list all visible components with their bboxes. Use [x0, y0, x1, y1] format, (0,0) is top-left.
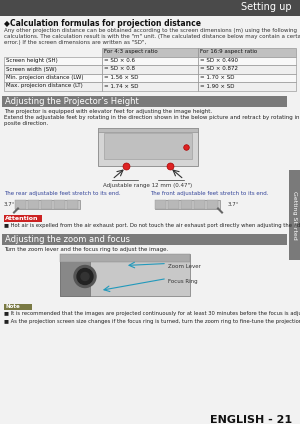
Text: = SD × 0.490: = SD × 0.490 [200, 58, 238, 63]
Text: Adjustable range 12 mm (0.47"): Adjustable range 12 mm (0.47") [103, 184, 193, 189]
Bar [155, 200, 220, 209]
Text: error.) If the screen dimensions are written as "SD",: error.) If the screen dimensions are wri… [4, 40, 146, 45]
Bar [198, 48, 296, 56]
Text: ENGLISH - 21: ENGLISH - 21 [210, 415, 292, 424]
Bar [207, 200, 218, 209]
Bar [2, 95, 287, 106]
Text: Attention: Attention [5, 215, 38, 220]
Bar [67, 200, 78, 209]
Text: Setting up: Setting up [242, 2, 292, 12]
Bar [155, 200, 166, 209]
Text: = 1.56 × SD: = 1.56 × SD [104, 75, 139, 80]
Bar [4, 82, 102, 90]
Text: = 1.70 × SD: = 1.70 × SD [200, 75, 235, 80]
Circle shape [74, 265, 96, 287]
Text: The projector is equipped with elevator feet for adjusting the image height.: The projector is equipped with elevator … [4, 109, 212, 114]
Text: = SD × 0.872: = SD × 0.872 [200, 67, 238, 72]
Text: Screen height (SH): Screen height (SH) [6, 58, 58, 63]
Text: For 16:9 aspect ratio: For 16:9 aspect ratio [200, 50, 257, 55]
Text: = 1.74 × SD: = 1.74 × SD [104, 84, 139, 89]
Bar [198, 56, 296, 65]
Text: = 1.90 × SD: = 1.90 × SD [200, 84, 235, 89]
Text: The rear adjustable feet stretch to its end.: The rear adjustable feet stretch to its … [4, 192, 121, 196]
Text: Zoom Lever: Zoom Lever [168, 263, 201, 268]
Bar [15, 200, 26, 209]
Bar [98, 128, 198, 165]
Bar [2, 234, 287, 245]
Bar [4, 65, 102, 73]
Bar [102, 48, 198, 56]
Text: Note: Note [5, 304, 20, 310]
Bar [102, 73, 198, 82]
Text: = SD × 0.6: = SD × 0.6 [104, 58, 135, 63]
Bar [181, 200, 192, 209]
Bar [4, 304, 32, 310]
Text: Calculation formulas for projection distance: Calculation formulas for projection dist… [10, 19, 201, 28]
Bar [41, 200, 52, 209]
Bar [198, 65, 296, 73]
Bar [98, 128, 198, 131]
Bar [198, 82, 296, 90]
Circle shape [81, 273, 89, 281]
Text: Adjusting the zoom and focus: Adjusting the zoom and focus [5, 235, 130, 244]
Bar [60, 254, 90, 296]
Bar [28, 200, 39, 209]
Bar [104, 132, 192, 159]
Bar [289, 170, 300, 260]
Text: Extend the adjustable feet by rotating in the direction shown in the below pictu: Extend the adjustable feet by rotating i… [4, 114, 300, 120]
Text: calculations. The calculation result is with the "m" unit. (The calculated dista: calculations. The calculation result is … [4, 34, 300, 39]
Bar [198, 73, 296, 82]
Bar [15, 200, 80, 209]
Text: Focus Ring: Focus Ring [168, 279, 198, 284]
Text: ■ It is recommended that the images are projected continuously for at least 30 m: ■ It is recommended that the images are … [4, 312, 300, 316]
Bar [4, 56, 102, 65]
Bar [102, 65, 198, 73]
Text: Max. projecion distance (LT): Max. projecion distance (LT) [6, 84, 83, 89]
Bar [4, 215, 42, 221]
Text: Screen width (SW): Screen width (SW) [6, 67, 57, 72]
Text: Adjusting the Projector’s Height: Adjusting the Projector’s Height [5, 97, 139, 106]
Text: For 4:3 aspect ratio: For 4:3 aspect ratio [104, 50, 158, 55]
Text: 3.7°: 3.7° [228, 201, 239, 206]
Text: = SD × 0.8: = SD × 0.8 [104, 67, 135, 72]
Text: ■ Hot air is expelled from the air exhaust port. Do not touch the air exhaust po: ■ Hot air is expelled from the air exhau… [4, 223, 300, 229]
Bar [4, 73, 102, 82]
Bar [60, 254, 190, 296]
Bar [0, 0, 300, 16]
Bar [168, 200, 179, 209]
Bar [194, 200, 205, 209]
Text: ◆: ◆ [4, 19, 12, 28]
Text: Min. projecion distance (LW): Min. projecion distance (LW) [6, 75, 83, 80]
Text: 3.7°: 3.7° [4, 201, 16, 206]
Bar [60, 254, 190, 262]
Text: The front adjustable feet stretch to its end.: The front adjustable feet stretch to its… [150, 192, 268, 196]
Text: posite direction.: posite direction. [4, 120, 48, 126]
Bar [102, 56, 198, 65]
Text: Any other projection distance can be obtained according to the screen dimensions: Any other projection distance can be obt… [4, 28, 297, 33]
Bar [102, 82, 198, 90]
Text: ■ As the projection screen size changes if the focus ring is turned, turn the zo: ■ As the projection screen size changes … [4, 320, 300, 324]
Circle shape [77, 268, 93, 285]
Bar [54, 200, 65, 209]
Text: Turn the zoom lever and the focus ring to adjust the image.: Turn the zoom lever and the focus ring t… [4, 246, 168, 251]
Text: Getting Started: Getting Started [292, 191, 297, 240]
